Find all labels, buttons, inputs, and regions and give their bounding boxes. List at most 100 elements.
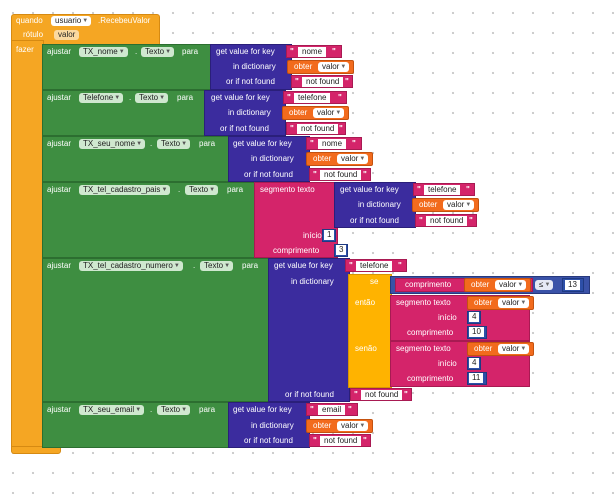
start-label: início [303, 231, 322, 240]
then-label: então [355, 298, 376, 307]
chevron-down-icon: ▼ [173, 263, 180, 269]
set-block-tx-tel-cadastro-numero[interactable] [42, 258, 272, 402]
compare-op-dropdown[interactable]: ≤ ▼ [535, 280, 554, 290]
chevron-down-icon: ▼ [517, 282, 524, 288]
chevron-down-icon: ▼ [165, 49, 172, 55]
var-dropdown[interactable]: valor ▼ [495, 280, 527, 290]
then-start-number[interactable]: 4 [469, 312, 480, 322]
set-label: ajustar [47, 261, 72, 270]
var-dropdown[interactable]: valor ▼ [337, 154, 369, 164]
start-number[interactable]: 1 [324, 230, 335, 240]
event-name-label: .RecebeuValor [98, 16, 151, 25]
quote-icon: " [295, 77, 299, 86]
if-not-found-label: or if not found [285, 390, 334, 399]
length-label: comprimento [273, 246, 320, 255]
chevron-down-icon: ▼ [520, 346, 527, 352]
set-label: ajustar [47, 405, 72, 414]
event-do-label: fazer [16, 45, 34, 54]
var-dropdown[interactable]: valor ▼ [318, 62, 350, 72]
key-string[interactable]: nome [318, 139, 347, 149]
event-bottom-bar [11, 446, 61, 454]
get-var-label: obter [313, 154, 332, 163]
event-component-dropdown[interactable]: usuario ▼ [51, 16, 92, 26]
not-found-string[interactable]: not found [361, 390, 403, 400]
segment-text-block[interactable] [254, 182, 338, 258]
key-string[interactable]: telefone [424, 185, 461, 195]
key-string[interactable]: telefone [356, 261, 393, 271]
get-key-label: get value for key [211, 93, 270, 102]
then-length-number[interactable]: 10 [469, 327, 484, 337]
quote-icon: " [398, 261, 402, 270]
set-label: ajustar [47, 139, 72, 148]
chevron-down-icon: ▼ [159, 95, 166, 101]
if-not-found-label: or if not found [244, 436, 293, 445]
component-dropdown[interactable]: TX_tel_cadastro_numero ▼ [79, 261, 183, 271]
set-label: ajustar [47, 185, 72, 194]
not-found-string[interactable]: not found [426, 216, 468, 226]
key-string[interactable]: nome [298, 47, 327, 57]
quote-icon: " [310, 405, 314, 414]
dict-lookup-block[interactable] [228, 402, 310, 448]
not-found-string[interactable]: not found [320, 170, 362, 180]
in-dict-label: in dictionary [251, 154, 294, 163]
get-var-label: obter [471, 280, 490, 289]
if-expression-block[interactable] [348, 274, 392, 388]
chevron-down-icon: ▼ [544, 282, 551, 288]
chevron-down-icon: ▼ [136, 141, 143, 147]
var-dropdown[interactable]: valor ▼ [313, 108, 345, 118]
component-dropdown[interactable]: TX_tel_cadastro_pais ▼ [79, 185, 171, 195]
component-dropdown[interactable]: TX_seu_email ▼ [79, 405, 145, 415]
component-dropdown[interactable]: Telefone ▼ [79, 93, 124, 103]
chevron-down-icon: ▼ [161, 187, 168, 193]
else-start-number[interactable]: 4 [469, 358, 480, 368]
dict-lookup-block[interactable] [204, 90, 286, 136]
dict-lookup-block[interactable] [228, 136, 310, 182]
var-dropdown[interactable]: valor ▼ [498, 344, 530, 354]
property-dropdown[interactable]: Texto ▼ [141, 47, 175, 57]
property-dropdown[interactable]: Texto ▼ [157, 405, 191, 415]
chevron-down-icon: ▼ [340, 64, 347, 70]
var-dropdown[interactable]: valor ▼ [498, 298, 530, 308]
property-dropdown[interactable]: Texto ▼ [135, 93, 169, 103]
key-string[interactable]: telefone [294, 93, 331, 103]
quote-icon: " [287, 93, 291, 102]
length-label: comprimento [407, 374, 454, 383]
get-var-label: obter [474, 344, 493, 353]
quote-icon: " [339, 124, 343, 133]
length-number[interactable]: 3 [336, 245, 347, 255]
event-do-column [11, 40, 44, 452]
quote-icon: " [313, 436, 317, 445]
property-dropdown[interactable]: Texto ▼ [200, 261, 234, 271]
set-block-telefone[interactable] [42, 90, 210, 136]
get-var-label: obter [313, 421, 332, 430]
dict-lookup-block[interactable] [268, 258, 350, 402]
in-dict-label: in dictionary [291, 277, 334, 286]
var-dropdown[interactable]: valor ▼ [443, 200, 475, 210]
dot-label: . [193, 261, 196, 270]
set-block-tx-nome[interactable] [42, 44, 214, 90]
dot-label: . [178, 185, 181, 194]
chevron-down-icon: ▼ [520, 300, 527, 306]
not-found-string[interactable]: not found [297, 124, 339, 134]
key-string[interactable]: email [318, 405, 346, 415]
component-dropdown[interactable]: TX_nome ▼ [79, 47, 128, 57]
compare-number[interactable]: 13 [565, 280, 580, 290]
get-key-label: get value for key [274, 261, 333, 270]
property-dropdown[interactable]: Texto ▼ [185, 185, 219, 195]
dot-label: . [150, 405, 153, 414]
not-found-string[interactable]: not found [320, 436, 362, 446]
else-length-number[interactable]: 11 [469, 373, 484, 383]
if-not-found-label: or if not found [350, 216, 399, 225]
get-var-label: obter [474, 298, 493, 307]
to-label: para [182, 47, 199, 56]
if-label: se [370, 277, 379, 286]
quote-icon: " [338, 93, 342, 102]
get-var-label: obter [289, 108, 308, 117]
var-dropdown[interactable]: valor ▼ [337, 421, 369, 431]
property-dropdown[interactable]: Texto ▼ [157, 139, 191, 149]
event-param-chip[interactable]: valor [54, 30, 80, 40]
not-found-string[interactable]: not found [302, 77, 344, 87]
component-dropdown[interactable]: TX_seu_nome ▼ [79, 139, 146, 149]
quote-icon: " [469, 216, 473, 225]
get-key-label: get value for key [233, 139, 292, 148]
